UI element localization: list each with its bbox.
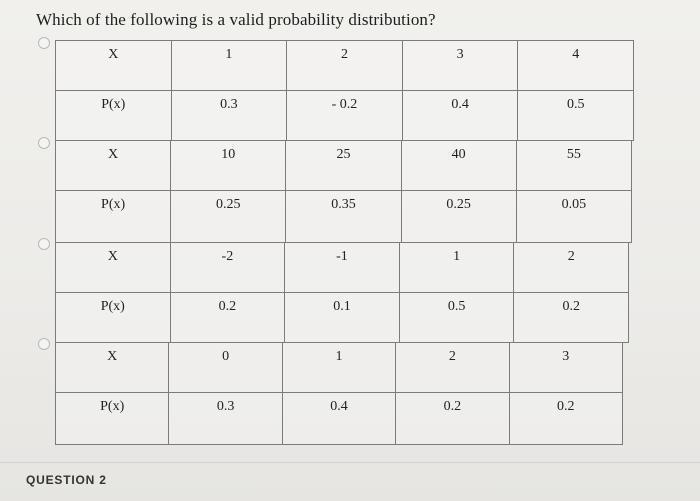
- p-value: 0.5: [398, 292, 515, 343]
- option-b-radio[interactable]: [38, 137, 50, 149]
- p-value: 0.3: [170, 90, 288, 141]
- x-header: X: [54, 342, 170, 393]
- x-value: 55: [515, 140, 633, 191]
- x-value: 1: [170, 40, 288, 91]
- p-value: 0.35: [285, 190, 402, 243]
- p-value: 0.25: [400, 190, 517, 243]
- p-header: P(x): [55, 90, 172, 141]
- footer-divider: [0, 462, 700, 463]
- x-value: 1: [398, 242, 515, 293]
- p-value: 0.4: [281, 392, 397, 445]
- option-a-radio[interactable]: [38, 37, 50, 49]
- x-value: 1: [281, 342, 397, 393]
- p-value: 0.2: [169, 292, 286, 343]
- x-value: 10: [170, 140, 287, 191]
- p-value: - 0.2: [286, 90, 403, 141]
- x-value: 4: [517, 40, 634, 91]
- p-value: 0.5: [517, 90, 634, 141]
- option-a-table: X 1 2 3 4 P(x) 0.3 - 0.2 0.4 0.5: [55, 40, 634, 141]
- x-value: 3: [508, 342, 624, 393]
- option-d-radio[interactable]: [38, 338, 50, 350]
- p-header: P(x): [55, 292, 171, 343]
- p-value: 0.3: [168, 392, 283, 445]
- p-value: 0.4: [401, 90, 519, 141]
- x-value: 2: [513, 242, 629, 293]
- p-header: P(x): [54, 392, 170, 445]
- x-value: -1: [284, 242, 400, 293]
- x-header: X: [54, 140, 172, 191]
- option-b-table: X 10 25 40 55 P(x) 0.25 0.35 0.25 0.05: [54, 140, 633, 243]
- x-header: X: [55, 242, 171, 293]
- question-section-label: QUESTION 2: [26, 473, 107, 487]
- p-value: 0.2: [395, 392, 510, 445]
- x-header: X: [55, 40, 172, 91]
- x-value: 2: [286, 40, 403, 91]
- p-value: 0.2: [508, 392, 624, 445]
- x-value: 25: [285, 140, 402, 191]
- p-value: 0.1: [284, 292, 400, 343]
- x-value: 3: [401, 40, 519, 91]
- p-header: P(x): [54, 190, 172, 243]
- p-value: 0.2: [513, 292, 629, 343]
- option-c-table: X -2 -1 1 2 P(x) 0.2 0.1 0.5 0.2: [55, 242, 629, 343]
- x-value: 0: [168, 342, 283, 393]
- x-value: 40: [400, 140, 517, 191]
- p-value: 0.05: [515, 190, 633, 243]
- p-value: 0.25: [170, 190, 287, 243]
- x-value: 2: [395, 342, 510, 393]
- question-text: Which of the following is a valid probab…: [36, 10, 436, 29]
- option-c-radio[interactable]: [38, 238, 50, 250]
- x-value: -2: [169, 242, 286, 293]
- option-d-table: X 0 1 2 3 P(x) 0.3 0.4 0.2 0.2: [54, 342, 624, 445]
